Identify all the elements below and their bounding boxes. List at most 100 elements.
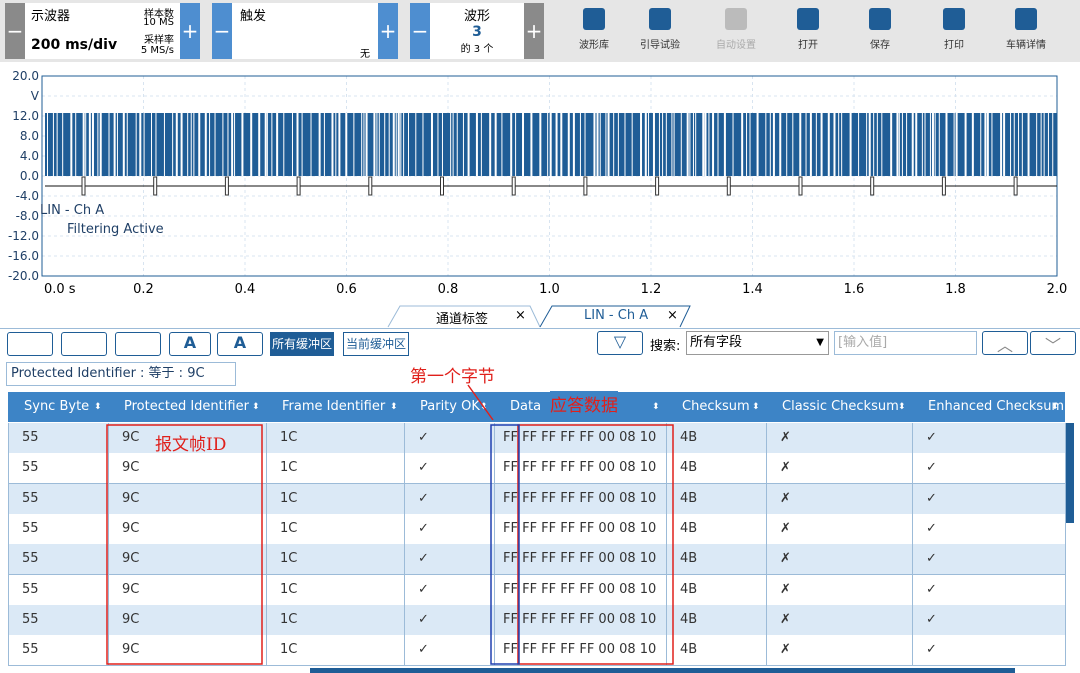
cell: 1C [280, 520, 298, 536]
signal-gap [695, 113, 697, 176]
toolbar-button[interactable]: 打开 [776, 4, 840, 51]
y-tick-label: V [31, 89, 40, 103]
toolbar-button[interactable]: 打印 [922, 4, 986, 51]
toolbar-button[interactable]: 波形库 [562, 4, 626, 51]
signal-gap [712, 113, 715, 176]
icon [869, 8, 891, 30]
cell: 9C [122, 430, 140, 445]
cell: 9C [122, 551, 140, 567]
signal-gap [397, 113, 400, 176]
signal-gap [52, 113, 54, 176]
field-select[interactable]: 所有字段 ▼ [686, 331, 829, 355]
frame-marker [870, 176, 875, 196]
cell: ✓ [418, 581, 429, 597]
signal-gap [898, 113, 900, 176]
export[interactable] [7, 332, 53, 356]
minus[interactable]: − [5, 3, 25, 59]
column-header[interactable]: Parity OK [420, 399, 480, 414]
signal-gap [596, 113, 599, 176]
plus[interactable]: + [180, 3, 200, 59]
sort-icon: ⬍ [652, 402, 660, 412]
toolbar-button[interactable]: 保存 [848, 4, 912, 51]
signal-gap [108, 113, 110, 176]
toolbar-button[interactable]: 自动设置 [704, 4, 768, 51]
column-header[interactable]: Enhanced Checksum [928, 399, 1065, 414]
close[interactable]: × [515, 308, 526, 323]
close[interactable]: × [667, 308, 678, 323]
toolbar: − 示波器 200 ms/div 样本数 10 MS 采样率 5 MS/s + … [0, 0, 1080, 62]
cell: 4B [680, 430, 698, 445]
signal-gap [1010, 113, 1012, 176]
signal-gap [266, 113, 268, 176]
filter-tag[interactable]: Protected Identifier : 等于 : 9C [6, 362, 236, 386]
y-tick-label: 0.0 [20, 169, 39, 183]
signal-gap [271, 113, 273, 176]
y-tick-label: 8.0 [20, 129, 39, 143]
signal-gap [980, 113, 982, 176]
column-header[interactable]: Frame Identifier [282, 399, 386, 414]
cell: 4B [680, 611, 698, 627]
sort-icon: ⬍ [898, 402, 906, 412]
filter-area: A A 所有缓冲区 当前缓冲区 ▽ 搜索: 所有字段 ▼ [输入值] ︿ ﹀ Pr… [0, 329, 1080, 389]
column-header[interactable]: Data [510, 399, 542, 414]
plus[interactable]: + [524, 3, 544, 59]
plus[interactable]: + [378, 3, 398, 59]
link[interactable] [61, 332, 107, 356]
minus[interactable]: − [212, 3, 232, 59]
signal-gap [172, 113, 174, 176]
font-down[interactable]: A [217, 332, 263, 356]
signal-gap [143, 113, 145, 176]
column-divider [494, 423, 495, 666]
timebase[interactable]: 200 ms/div [31, 37, 118, 53]
value[interactable]: 无 [360, 49, 370, 60]
tab[interactable]: 通道标签 [436, 312, 489, 327]
column-header[interactable]: Classic Checksum [782, 399, 899, 414]
cell: ✗ [780, 490, 791, 506]
signal-gap [605, 113, 607, 176]
value: 3 [472, 24, 482, 40]
column-header[interactable]: Checksum [682, 399, 750, 414]
cell: 1C [280, 642, 298, 658]
buffer-btn[interactable]: 所有缓冲区 [270, 332, 335, 356]
column-header[interactable]: Protected Identifier [124, 399, 249, 414]
sort-icon: ⬍ [480, 402, 488, 412]
buffer-btn[interactable]: 当前缓冲区 [343, 332, 410, 356]
cell: 4B [680, 581, 698, 597]
cell: 9C [122, 642, 140, 658]
signal-gap [896, 113, 899, 176]
signal-gap [99, 113, 102, 176]
value: 所有字段 [690, 335, 743, 350]
column-header[interactable]: Sync Byte [24, 399, 90, 414]
signal-gap [921, 113, 923, 176]
toolbar-button[interactable]: 引导试验 [628, 4, 692, 51]
signal-gap [686, 113, 689, 176]
signal-gap [971, 113, 974, 176]
search-input[interactable]: [输入值] [834, 331, 977, 355]
signal-gap [593, 113, 596, 176]
prev[interactable]: ︿ [982, 331, 1028, 355]
signal-gap [301, 113, 303, 176]
signal-gap [62, 113, 64, 176]
toolbar-button[interactable]: 车辆详情 [994, 4, 1058, 51]
minus[interactable]: − [410, 3, 430, 59]
signal-gap [264, 113, 267, 176]
filter[interactable]: ▽ [597, 331, 643, 355]
frame-marker [81, 176, 86, 196]
h-scrollbar[interactable] [310, 668, 1015, 673]
font-up[interactable]: A [169, 332, 211, 356]
signal-gap [291, 113, 293, 176]
x-tick-label: 0.2 [133, 282, 154, 297]
columns[interactable] [115, 332, 161, 356]
signal-gap [122, 113, 125, 176]
tab[interactable]: LIN - Ch A [584, 308, 649, 323]
icon [725, 8, 747, 30]
y-tick-label: -8.0 [16, 209, 39, 223]
next[interactable]: ﹀ [1030, 331, 1076, 355]
cell: ✗ [780, 611, 791, 627]
signal-gap [222, 113, 224, 176]
signal-gap [756, 113, 759, 176]
cell: 55 [22, 430, 39, 445]
scrollbar[interactable] [1066, 423, 1074, 523]
cell: ✓ [418, 430, 429, 445]
button-label: 波形库 [579, 40, 609, 51]
